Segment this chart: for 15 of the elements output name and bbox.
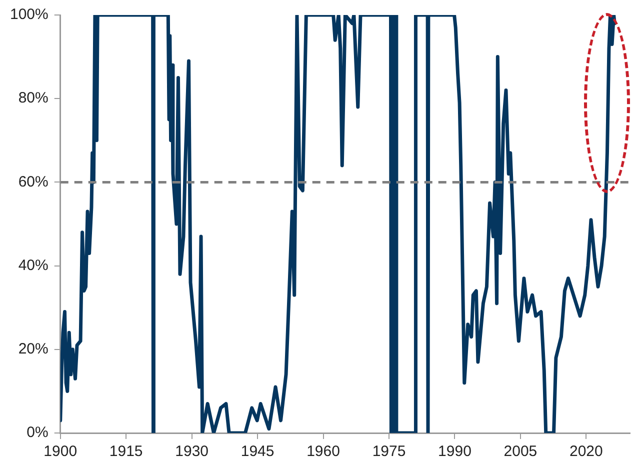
y-tick-label: 80%: [18, 90, 48, 107]
x-tick-label: 1900: [44, 443, 78, 460]
x-tick-label: 2020: [569, 443, 603, 460]
x-tick-label: 2005: [504, 443, 538, 460]
y-tick-label: 40%: [18, 256, 48, 274]
y-tick-label: 0%: [26, 424, 48, 442]
x-tick-label: 1990: [438, 443, 472, 460]
x-tick-label: 1915: [109, 443, 143, 460]
x-tick-label: 1945: [240, 443, 274, 460]
x-tick-label: 1960: [306, 443, 340, 460]
y-tick-label: 100%: [10, 6, 48, 24]
y-tick-label: 60%: [18, 173, 48, 190]
y-tick-label: 20%: [18, 340, 48, 358]
x-tick-label: 1975: [372, 443, 406, 460]
x-tick-label: 1930: [175, 443, 209, 460]
